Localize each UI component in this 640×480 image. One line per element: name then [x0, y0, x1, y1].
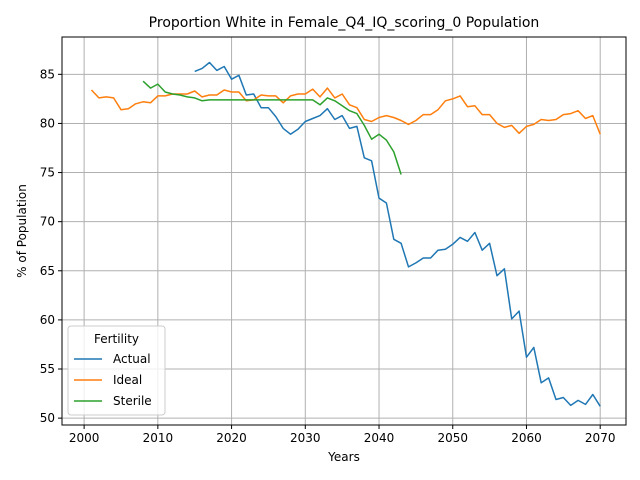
y-axis-title: % of Population: [15, 184, 29, 278]
x-tick-label: 2040: [364, 431, 395, 445]
y-tick-label: 50: [40, 411, 55, 425]
x-tick-label: 2030: [290, 431, 321, 445]
x-tick-label: 2060: [511, 431, 542, 445]
y-tick-label: 70: [40, 215, 55, 229]
legend: Fertility Actual Ideal Sterile: [67, 325, 166, 416]
gridlines: [62, 37, 626, 425]
y-tick-label: 80: [40, 116, 55, 130]
series-line-actual: [194, 61, 601, 407]
series-line-ideal: [90, 87, 601, 135]
x-axis-title: Years: [327, 450, 360, 464]
legend-title: Fertility: [94, 332, 139, 346]
y-axis: 50 55 60 65 70 75 80 85: [40, 67, 62, 425]
y-tick-label: 60: [40, 313, 55, 327]
legend-label: Sterile: [113, 394, 152, 408]
y-tick-label: 75: [40, 166, 55, 180]
x-tick-label: 2010: [143, 431, 174, 445]
legend-items: Actual Ideal Sterile: [74, 352, 152, 408]
y-tick-label: 55: [40, 362, 55, 376]
x-tick-label: 2050: [437, 431, 468, 445]
plot-area-frame: [61, 36, 627, 426]
series-lines: [90, 61, 601, 407]
y-tick-label: 85: [40, 67, 55, 81]
legend-label: Actual: [113, 352, 151, 366]
chart-title: Proportion White in Female_Q4_IQ_scoring…: [149, 15, 540, 31]
x-tick-label: 2070: [585, 431, 616, 445]
series-line-sterile: [142, 80, 402, 175]
legend-box: [67, 325, 166, 416]
x-tick-label: 2000: [69, 431, 100, 445]
x-axis: 2000 2010 2020 2030 2040 2050 2060 2070: [69, 425, 616, 445]
legend-label: Ideal: [113, 373, 142, 387]
y-tick-label: 65: [40, 264, 55, 278]
x-tick-label: 2020: [216, 431, 247, 445]
